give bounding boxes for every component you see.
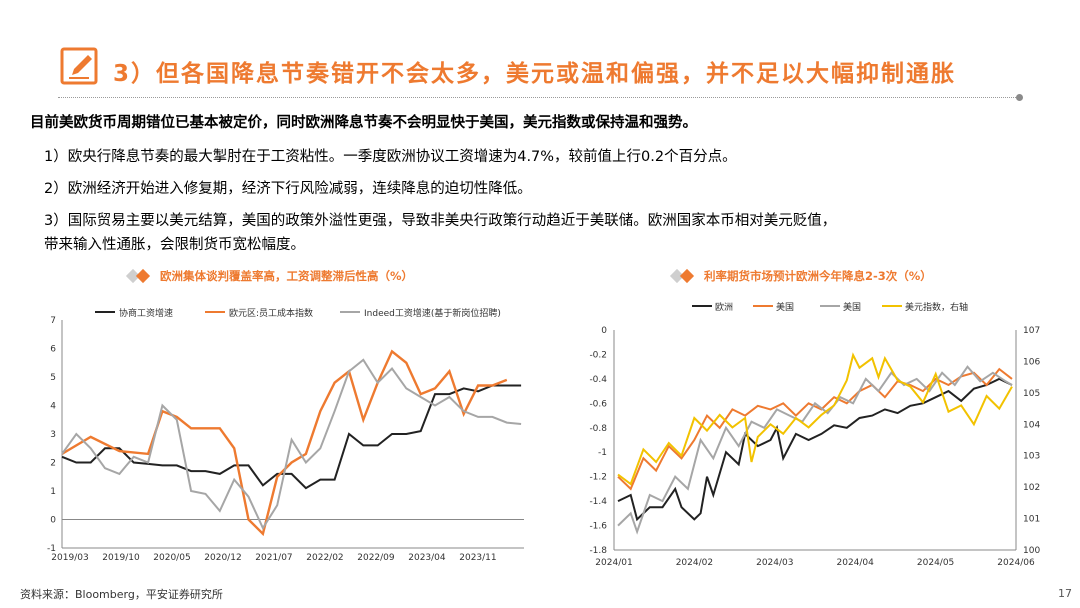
chart2-left-tick-label: -1.2 xyxy=(589,473,607,483)
chart1-series-line xyxy=(61,358,522,531)
chart1-legend-label: Indeed工资增速(基于新岗位招聘) xyxy=(364,307,501,319)
chart2-right-tick-label: 102 xyxy=(1023,483,1040,493)
chart2-left-tick-label: -1.8 xyxy=(589,546,607,556)
chart1-title: 欧洲集体谈判覆盖率高，工资调整滞后性高（%） xyxy=(160,269,414,283)
chart2-left-tick-label: -0.2 xyxy=(589,350,607,360)
chart2-x-tick-label: 2024/02 xyxy=(676,558,713,568)
chart1-legend-label: 欧元区:员工成本指数 xyxy=(229,307,313,319)
title-divider-dot xyxy=(1016,94,1023,101)
chart1-x-tick-label: 2020/05 xyxy=(153,553,190,563)
chart1-x-tick-label: 2022/09 xyxy=(357,553,395,563)
chart1-x-tick-label: 2021/07 xyxy=(255,553,292,563)
point-1: 1）欧央行降息节奏的最大掣肘在于工资粘性。一季度欧洲协议工资增速为4.7%，较前… xyxy=(44,149,737,165)
chart2-x-tick-label: 2024/01 xyxy=(595,558,632,568)
chart1-y-tick-label: 4 xyxy=(50,402,56,412)
chart1-y-tick-label: -1 xyxy=(47,544,56,554)
page-title: 3）但各国降息节奏错开不会太多，美元或温和偏强，并不足以大幅抑制通胀 xyxy=(113,61,957,87)
chart2-left-tick-label: 0 xyxy=(601,326,607,336)
chart2-legend-label: 欧洲 xyxy=(715,301,733,313)
chart2-left-tick-label: -1.4 xyxy=(589,497,607,507)
diamond-icon xyxy=(125,268,151,284)
chart1-series-line xyxy=(61,349,508,537)
chart2-series-line xyxy=(617,365,1013,535)
chart2-x-tick-label: 2024/05 xyxy=(917,558,954,568)
point-2: 2）欧洲经济开始进入修复期，经济下行风险减弱，连续降息的迫切性降低。 xyxy=(44,181,532,197)
diamond-icon xyxy=(669,268,695,284)
chart2-right-tick-label: 105 xyxy=(1023,389,1040,399)
chart2-series-line xyxy=(617,367,1013,491)
chart2-right-tick-label: 101 xyxy=(1023,515,1040,525)
chart1-x-tick-label: 2020/12 xyxy=(204,553,241,563)
chart2-left-tick-label: -1 xyxy=(598,448,607,458)
source-note: 资料来源：Bloomberg，平安证券研究所 xyxy=(20,588,223,601)
chart2-right-tick-label: 107 xyxy=(1023,326,1040,336)
chart2-legend-label: 美国 xyxy=(843,301,861,313)
chart1-y-tick-label: 2 xyxy=(50,459,56,469)
chart2-right-tick-label: 106 xyxy=(1023,357,1040,367)
intro-text: 目前美欧货币周期错位已基本被定价，同时欧洲降息节奏不会明显快于美国，美元指数或保… xyxy=(30,115,697,131)
chart2-right-tick-label: 100 xyxy=(1023,546,1040,556)
chart1-header: 欧洲集体谈判覆盖率高，工资调整滞后性高（%） xyxy=(124,266,413,286)
chart1-x-tick-label: 2019/03 xyxy=(51,553,88,563)
chart1-x-tick-label: 2019/10 xyxy=(102,553,140,563)
chart2-x-tick-label: 2024/03 xyxy=(756,558,793,568)
chart1-legend-label: 协商工资增速 xyxy=(119,307,173,319)
chart1-y-tick-label: 1 xyxy=(50,487,56,497)
chart1-series-line xyxy=(61,384,522,490)
page-number: 17 xyxy=(1058,587,1072,600)
chart2-header: 利率期货市场预计欧洲今年降息2-3次（%） xyxy=(668,266,932,286)
chart2-right-tick-label: 103 xyxy=(1023,452,1040,462)
title-divider xyxy=(58,97,1020,98)
chart2-left-tick-label: -0.4 xyxy=(589,375,607,385)
chart1-y-tick-label: 6 xyxy=(50,345,56,355)
chart2-title: 利率期货市场预计欧洲今年降息2-3次（%） xyxy=(704,269,932,283)
chart2-left-tick-label: -0.8 xyxy=(589,424,607,434)
chart2-x-tick-label: 2024/06 xyxy=(997,558,1035,568)
chart2-legend-label: 美元指数，右轴 xyxy=(905,301,968,313)
chart2-right-tick-label: 104 xyxy=(1023,420,1040,430)
chart2-x-tick-label: 2024/04 xyxy=(837,558,875,568)
chart1-x-tick-label: 2023/04 xyxy=(408,553,446,563)
chart1-y-tick-label: 7 xyxy=(50,316,56,326)
chart2-series-line xyxy=(617,352,1013,486)
point-3-cont: 带来输入性通胀，会限制货币宽松幅度。 xyxy=(44,237,305,253)
chart1-y-tick-label: 5 xyxy=(50,373,56,383)
chart1-y-tick-label: 0 xyxy=(50,516,56,526)
pencil-note-icon xyxy=(60,47,98,85)
point-3: 3）国际贸易主要以美元结算，美国的政策外溢性更强，导致非美央行政策行动趋近于美联… xyxy=(44,213,837,229)
chart2-left-tick-label: -1.6 xyxy=(589,522,607,532)
chart2-series-line xyxy=(617,377,1013,522)
chart1-x-tick-label: 2022/02 xyxy=(306,553,343,563)
chart2-left-tick-label: -0.6 xyxy=(589,399,607,409)
chart2-legend-label: 美国 xyxy=(776,301,794,313)
chart1-x-tick-label: 2023/11 xyxy=(459,553,496,563)
chart1-y-tick-label: 3 xyxy=(50,430,56,440)
